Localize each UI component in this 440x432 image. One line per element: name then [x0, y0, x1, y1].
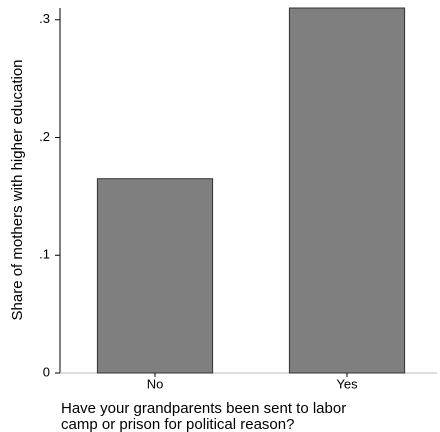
y-tick-label: .3: [39, 11, 50, 26]
y-axis-label: Share of mothers with higher education: [9, 60, 26, 321]
bar: [96, 178, 214, 374]
x-axis-label: Have your grandparents been sent to labo…: [61, 400, 346, 417]
x-tick-label: No: [147, 376, 164, 391]
bar: [288, 7, 406, 374]
x-tick-label: Yes: [336, 376, 358, 391]
y-tick-label: .1: [39, 247, 50, 262]
y-tick-label: .2: [39, 129, 50, 144]
y-tick-label: 0: [43, 364, 50, 379]
x-axis-label: camp or prison for political reason?: [61, 416, 294, 432]
